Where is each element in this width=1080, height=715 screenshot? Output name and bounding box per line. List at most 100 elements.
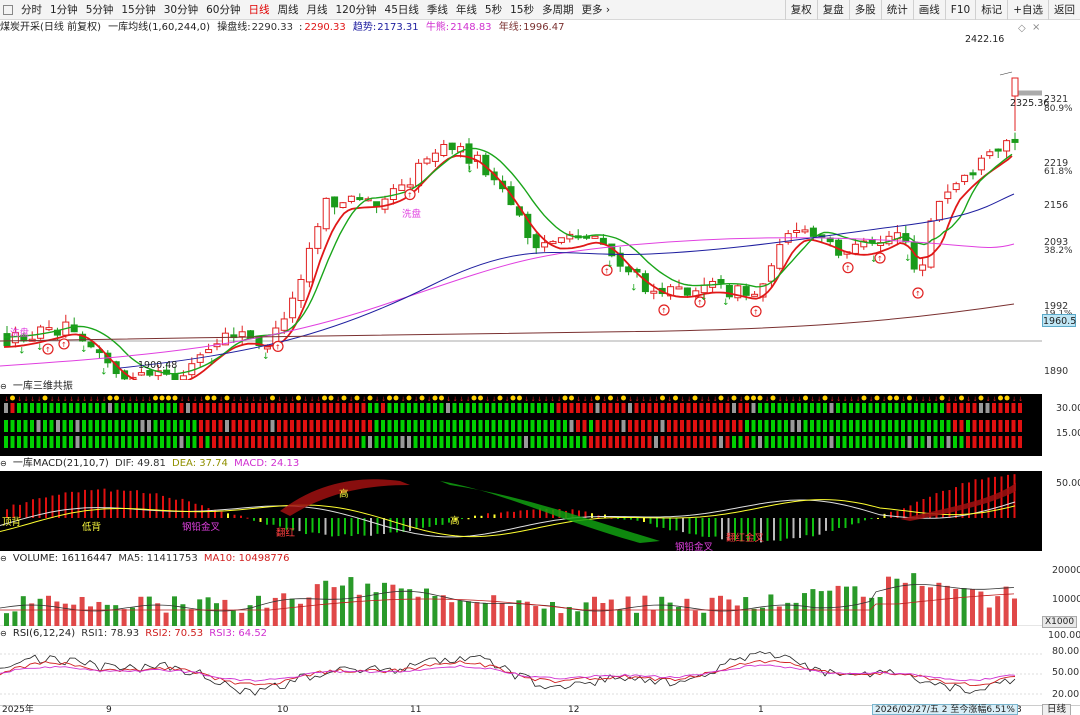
marker-glyph: ↑ [61, 341, 67, 349]
macd-title-bar: ⊖ 一库MACD(21,10,7) DIF: 49.81 DEA: 37.74 … [0, 457, 302, 471]
settings-icon[interactable]: ◇ [1018, 23, 1026, 34]
macd-annotation: 顶背 [2, 517, 22, 528]
volume-bar [113, 605, 119, 626]
resonance-bar [732, 420, 736, 432]
resonance-arrow: ↓ [849, 396, 854, 403]
volume-bar [331, 587, 337, 626]
rsi3-line [0, 664, 1016, 682]
candle-body [3, 333, 11, 347]
date-label: 11 [410, 705, 422, 715]
resonance-arrow: ↓ [316, 396, 321, 403]
resonance-bar [641, 420, 645, 432]
resonance-arrow: ↓ [485, 396, 490, 403]
resonance-title[interactable]: 一库三维共振 [12, 381, 73, 392]
resonance-bar [504, 420, 509, 432]
period-120min[interactable]: 120分钟 [335, 4, 377, 16]
period-minute-chart[interactable]: 分时 [21, 4, 42, 16]
f10-button[interactable]: F10 [944, 0, 975, 20]
resonance-bar [940, 403, 944, 413]
resonance-dot [10, 395, 15, 401]
ma-line-magenta [0, 237, 1015, 367]
macd-title[interactable]: 一库MACD(21,10,7) [12, 458, 109, 469]
collapse-icon[interactable]: ⊖ [0, 382, 7, 391]
resonance-arrow: ↓ [726, 396, 731, 403]
volume-bar [247, 605, 253, 626]
resonance-bar [452, 403, 457, 413]
candle [440, 139, 448, 158]
period-60min[interactable]: 60分钟 [206, 4, 241, 16]
rsi-title[interactable]: RSI(6,12,24) [12, 628, 76, 639]
statistics-button[interactable]: 统计 [880, 0, 913, 20]
volume-bar [634, 612, 639, 626]
macd-bar [831, 518, 834, 531]
volume-chart[interactable] [0, 566, 1042, 626]
rsi-chart[interactable] [0, 641, 1042, 704]
collapse-icon[interactable]: ⊖ [0, 459, 7, 468]
period-30min[interactable]: 30分钟 [163, 4, 199, 16]
period-15min[interactable]: 15分钟 [121, 4, 156, 16]
resonance-bar [576, 436, 580, 448]
draw-line-button[interactable]: 画线 [912, 0, 945, 20]
close-icon[interactable]: × [1032, 22, 1041, 33]
period-45day[interactable]: 45日线 [384, 4, 419, 16]
resonance-dot [471, 395, 477, 401]
resonance-bar [803, 420, 808, 432]
candle-body [45, 327, 53, 331]
period-more[interactable]: 更多 › [577, 0, 614, 20]
date-axis: 2025年 9 10 11 12 1 3 [0, 705, 1080, 715]
period-yearly[interactable]: 年线 [455, 4, 477, 16]
resonance-dot [296, 395, 301, 401]
period-5min[interactable]: 5分钟 [85, 4, 114, 16]
macd-bar [6, 509, 8, 518]
resonance-dot [718, 395, 724, 401]
resonance-bar [1005, 436, 1009, 448]
volume-bar [37, 598, 43, 626]
period-monthly[interactable]: 月线 [306, 4, 328, 16]
period-15sec[interactable]: 15秒 [510, 4, 534, 16]
macd-bar [149, 493, 151, 518]
multi-stock-button[interactable]: 多股 [848, 0, 881, 20]
layout-icon[interactable] [3, 5, 13, 15]
resonance-bar [589, 403, 593, 413]
resonance-bar [524, 403, 528, 413]
resonance-dot [978, 395, 984, 401]
resonance-bar [1018, 420, 1022, 432]
candlestick-chart[interactable]: ↑↑↑↑↑↑↑↑↑↑↑↑↑↓↓↓↓↓↓↓↓↓↓↓↓↓↓↓ [0, 36, 1042, 380]
resonance-bar [894, 420, 899, 432]
period-daily[interactable]: 日线 [248, 4, 270, 16]
adjust-button[interactable]: 复权 [784, 0, 817, 20]
resonance-bar [264, 436, 268, 448]
period-quarterly[interactable]: 季线 [426, 4, 448, 16]
candle-body [37, 326, 45, 339]
candle-body [179, 375, 187, 380]
resonance-bar [257, 436, 262, 448]
replay-button[interactable]: 复盘 [816, 0, 849, 20]
period-1min[interactable]: 1分钟 [50, 4, 78, 16]
collapse-icon[interactable]: ⊖ [0, 554, 7, 563]
resonance-bar [1018, 436, 1022, 448]
macd-chart[interactable] [0, 471, 1042, 551]
resonance-bar [634, 436, 639, 448]
macd-bar [838, 518, 840, 528]
volume-title[interactable]: VOLUME: 16116447 [12, 553, 113, 564]
period-multi[interactable]: 多周期 [541, 4, 574, 16]
resonance-arrow: ↓ [784, 396, 789, 403]
macd-ribbon-red [900, 483, 1016, 521]
volume-bar [373, 592, 379, 626]
indicator-name[interactable]: 一库均线(1,60,244,0) [108, 22, 211, 33]
resonance-arrow: ↓ [180, 396, 185, 403]
period-indicator[interactable]: 日线 [1042, 704, 1072, 715]
back-button[interactable]: 返回 [1048, 0, 1080, 20]
period-5sec[interactable]: 5秒 [484, 4, 503, 16]
mark-button[interactable]: 标记 [975, 0, 1007, 20]
add-watchlist-button[interactable]: +自选 [1007, 0, 1048, 20]
resonance-bar [998, 403, 1003, 413]
resonance-chart[interactable]: ↓ ↓ ↓ ↓ ↓ ↓ ↓ ↓ ↓ ↓ ↓ ↓ ↓ ↓ ↓ ↓ ↓ ↓ ↓ ↓ ↓ ↓ ↓ ↓ ↓ ↓ ↓ ↓ ↓ ↓ ↓ ↓ ↓ ↓ ↓ ↓ ↓ ↓ ↓ ↓… [0, 394, 1042, 456]
resonance-bar [959, 436, 964, 448]
resonance-bar [582, 436, 587, 448]
main-info-line: 煤炭开采(日线 前复权) 一库均线(1,60,244,0) 操盘线:2290.3… [0, 22, 565, 33]
period-weekly[interactable]: 周线 [277, 4, 299, 16]
collapse-icon[interactable]: ⊖ [0, 629, 7, 638]
volume-bar [650, 609, 656, 626]
volume-bar [272, 597, 278, 626]
